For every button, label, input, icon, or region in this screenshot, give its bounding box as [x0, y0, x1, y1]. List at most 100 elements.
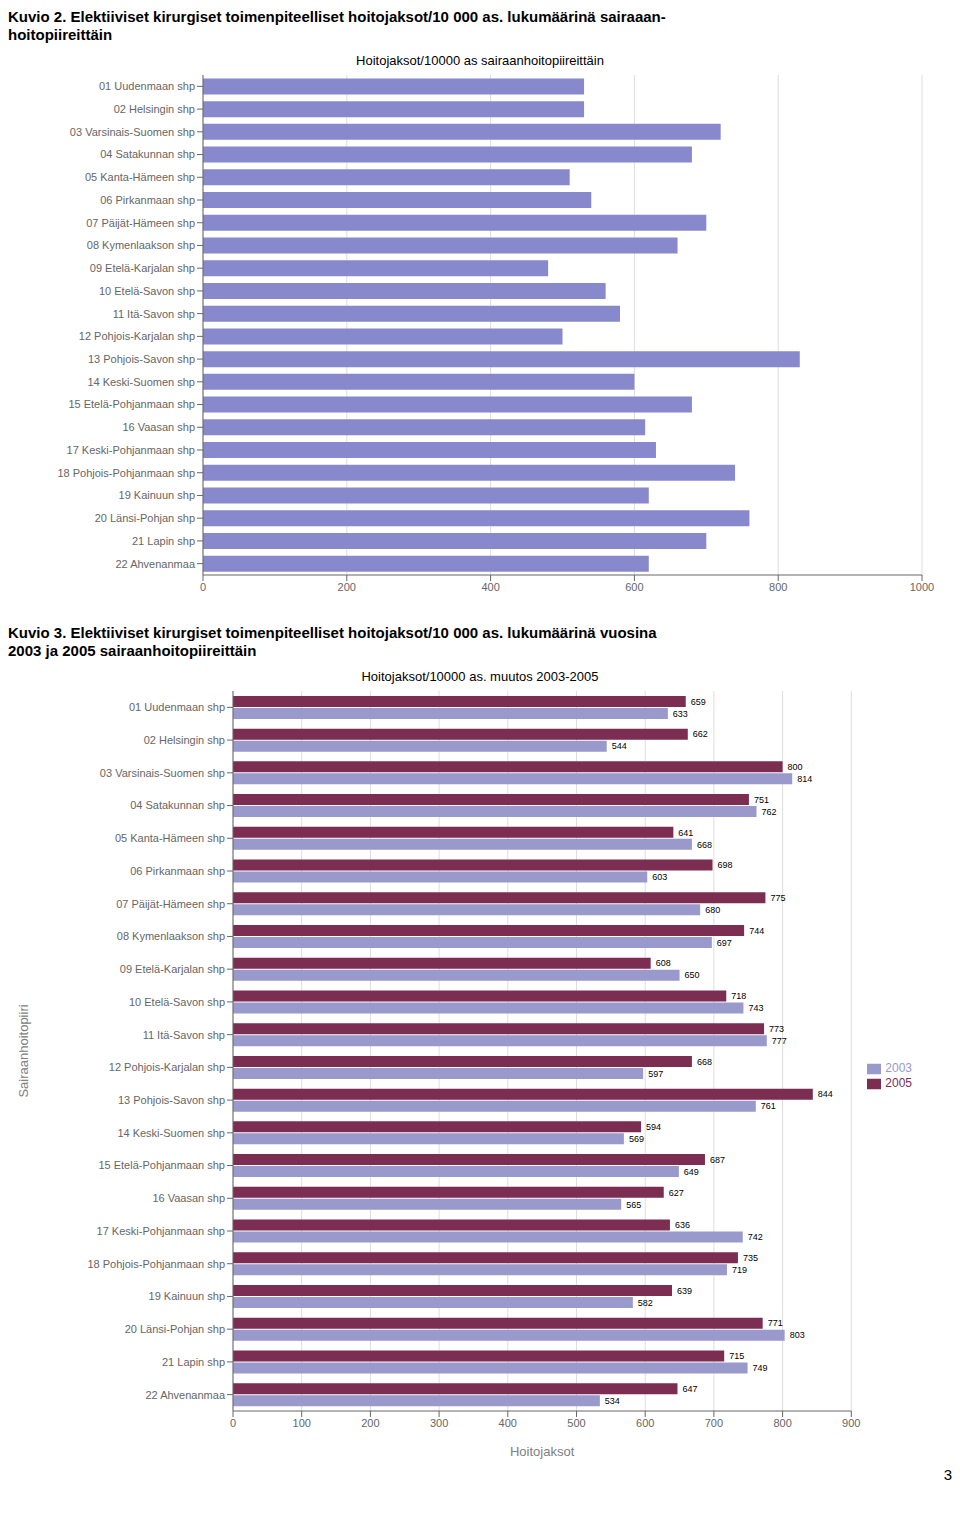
svg-text:14 Keski-Suomen shp: 14 Keski-Suomen shp	[117, 1127, 225, 1139]
svg-text:744: 744	[749, 926, 764, 936]
svg-text:844: 844	[818, 1089, 833, 1099]
svg-text:16 Vaasan shp: 16 Vaasan shp	[122, 421, 195, 433]
svg-text:687: 687	[710, 1155, 725, 1165]
svg-text:08 Kymenlaakson shp: 08 Kymenlaakson shp	[117, 930, 225, 942]
svg-text:761: 761	[761, 1101, 776, 1111]
svg-text:06 Pirkanmaan shp: 06 Pirkanmaan shp	[100, 194, 195, 206]
svg-text:633: 633	[673, 709, 688, 719]
svg-text:697: 697	[717, 938, 732, 948]
svg-text:12 Pohjois-Karjalan shp: 12 Pohjois-Karjalan shp	[79, 330, 195, 342]
svg-text:01 Uudenmaan shp: 01 Uudenmaan shp	[129, 701, 225, 713]
svg-text:22 Ahvenanmaa: 22 Ahvenanmaa	[145, 1389, 225, 1401]
svg-text:800: 800	[788, 762, 803, 772]
svg-text:735: 735	[743, 1253, 758, 1263]
svg-text:02 Helsingin shp: 02 Helsingin shp	[144, 734, 225, 746]
svg-text:17 Keski-Pohjanmaan shp: 17 Keski-Pohjanmaan shp	[97, 1225, 225, 1237]
svg-text:Hoitojaksot: Hoitojaksot	[510, 1444, 575, 1459]
svg-text:742: 742	[748, 1232, 763, 1242]
svg-text:715: 715	[729, 1351, 744, 1361]
svg-text:11 Itä-Savon shp: 11 Itä-Savon shp	[113, 308, 195, 320]
svg-text:718: 718	[731, 991, 746, 1001]
svg-text:03 Varsinais-Suomen shp: 03 Varsinais-Suomen shp	[70, 126, 195, 138]
svg-text:659: 659	[691, 697, 706, 707]
svg-text:100: 100	[293, 1417, 311, 1429]
svg-text:743: 743	[748, 1003, 763, 1013]
svg-text:16 Vaasan shp: 16 Vaasan shp	[152, 1192, 225, 1204]
svg-text:05 Kanta-Hämeen shp: 05 Kanta-Hämeen shp	[85, 171, 195, 183]
svg-text:668: 668	[697, 1057, 712, 1067]
svg-text:Sairaanhoitopiiri: Sairaanhoitopiiri	[16, 1004, 31, 1097]
svg-text:400: 400	[481, 581, 499, 593]
svg-text:04 Satakunnan shp: 04 Satakunnan shp	[100, 148, 195, 160]
svg-text:09 Etelä-Karjalan shp: 09 Etelä-Karjalan shp	[90, 262, 195, 274]
svg-text:771: 771	[768, 1318, 783, 1328]
svg-text:22 Ahvenanmaa: 22 Ahvenanmaa	[115, 558, 195, 570]
svg-text:20 Länsi-Pohjan shp: 20 Länsi-Pohjan shp	[95, 512, 195, 524]
svg-text:12 Pohjois-Karjalan shp: 12 Pohjois-Karjalan shp	[109, 1061, 225, 1073]
svg-text:400: 400	[499, 1417, 517, 1429]
svg-text:19 Kainuun shp: 19 Kainuun shp	[119, 489, 195, 501]
svg-text:650: 650	[685, 970, 700, 980]
svg-text:594: 594	[646, 1122, 661, 1132]
svg-text:300: 300	[430, 1417, 448, 1429]
svg-text:647: 647	[682, 1384, 697, 1394]
svg-text:14 Keski-Suomen shp: 14 Keski-Suomen shp	[87, 376, 195, 388]
svg-text:20 Länsi-Pohjan shp: 20 Länsi-Pohjan shp	[125, 1323, 225, 1335]
svg-text:627: 627	[669, 1188, 684, 1198]
svg-text:649: 649	[684, 1167, 699, 1177]
svg-text:600: 600	[625, 581, 643, 593]
svg-text:10 Etelä-Savon shp: 10 Etelä-Savon shp	[129, 996, 225, 1008]
svg-text:04 Satakunnan shp: 04 Satakunnan shp	[130, 799, 225, 811]
svg-text:03 Varsinais-Suomen shp: 03 Varsinais-Suomen shp	[100, 767, 225, 779]
svg-text:719: 719	[732, 1265, 747, 1275]
svg-text:751: 751	[754, 795, 769, 805]
svg-text:777: 777	[772, 1036, 787, 1046]
svg-text:200: 200	[338, 581, 356, 593]
svg-text:18 Pohjois-Pohjanmaan shp: 18 Pohjois-Pohjanmaan shp	[57, 467, 195, 479]
svg-text:09 Etelä-Karjalan shp: 09 Etelä-Karjalan shp	[120, 963, 225, 975]
svg-text:641: 641	[678, 828, 693, 838]
svg-text:698: 698	[718, 860, 733, 870]
svg-text:18 Pohjois-Pohjanmaan shp: 18 Pohjois-Pohjanmaan shp	[87, 1258, 225, 1270]
svg-text:10 Etelä-Savon shp: 10 Etelä-Savon shp	[99, 285, 195, 297]
svg-text:200: 200	[361, 1417, 379, 1429]
svg-text:800: 800	[769, 581, 787, 593]
svg-text:814: 814	[797, 774, 812, 784]
svg-text:565: 565	[626, 1200, 641, 1210]
svg-text:608: 608	[656, 958, 671, 968]
svg-text:775: 775	[770, 893, 785, 903]
svg-text:05 Kanta-Hämeen shp: 05 Kanta-Hämeen shp	[115, 832, 225, 844]
svg-text:668: 668	[697, 840, 712, 850]
svg-text:569: 569	[629, 1134, 644, 1144]
svg-text:15 Etelä-Pohjanmaan shp: 15 Etelä-Pohjanmaan shp	[68, 398, 195, 410]
svg-text:600: 600	[636, 1417, 654, 1429]
svg-text:11 Itä-Savon shp: 11 Itä-Savon shp	[143, 1029, 225, 1041]
svg-text:17 Keski-Pohjanmaan shp: 17 Keski-Pohjanmaan shp	[67, 444, 195, 456]
svg-text:680: 680	[705, 905, 720, 915]
svg-text:06 Pirkanmaan shp: 06 Pirkanmaan shp	[130, 865, 225, 877]
svg-text:700: 700	[705, 1417, 723, 1429]
svg-text:1000: 1000	[910, 581, 934, 593]
svg-text:21 Lapin shp: 21 Lapin shp	[162, 1356, 225, 1368]
svg-text:900: 900	[842, 1417, 860, 1429]
svg-text:500: 500	[567, 1417, 585, 1429]
svg-text:773: 773	[769, 1024, 784, 1034]
svg-text:597: 597	[648, 1069, 663, 1079]
svg-text:762: 762	[761, 807, 776, 817]
svg-text:662: 662	[693, 729, 708, 739]
svg-text:07 Päijät-Hämeen shp: 07 Päijät-Hämeen shp	[116, 898, 225, 910]
svg-text:02 Helsingin shp: 02 Helsingin shp	[114, 103, 195, 115]
svg-text:749: 749	[753, 1363, 768, 1373]
svg-text:01 Uudenmaan shp: 01 Uudenmaan shp	[99, 80, 195, 92]
svg-text:534: 534	[605, 1396, 620, 1406]
svg-text:13 Pohjois-Savon shp: 13 Pohjois-Savon shp	[88, 353, 195, 365]
svg-text:636: 636	[675, 1220, 690, 1230]
svg-text:0: 0	[230, 1417, 236, 1429]
svg-text:582: 582	[638, 1298, 653, 1308]
svg-text:13 Pohjois-Savon shp: 13 Pohjois-Savon shp	[118, 1094, 225, 1106]
svg-text:639: 639	[677, 1286, 692, 1296]
svg-text:803: 803	[790, 1330, 805, 1340]
svg-text:07 Päijät-Hämeen shp: 07 Päijät-Hämeen shp	[86, 217, 195, 229]
svg-text:19 Kainuun shp: 19 Kainuun shp	[149, 1290, 225, 1302]
svg-text:21 Lapin shp: 21 Lapin shp	[132, 535, 195, 547]
